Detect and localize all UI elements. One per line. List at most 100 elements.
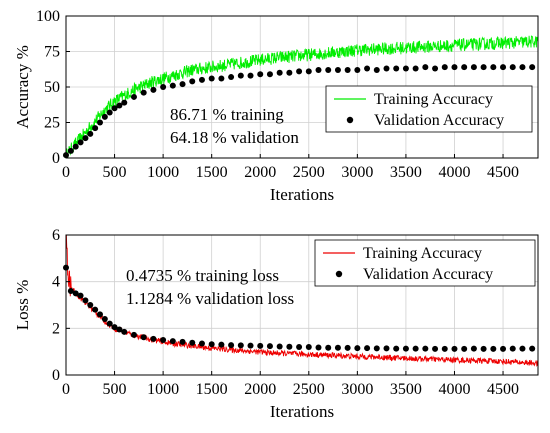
validation-point <box>490 345 497 352</box>
validation-point <box>412 345 419 352</box>
validation-point <box>509 64 516 71</box>
validation-point <box>470 64 477 71</box>
validation-point <box>228 342 235 349</box>
validation-point <box>179 81 186 88</box>
validation-point <box>130 93 137 100</box>
validation-point <box>179 338 186 345</box>
validation-point <box>383 345 390 352</box>
validation-point <box>470 345 477 352</box>
validation-point <box>344 66 351 73</box>
validation-point <box>402 345 409 352</box>
validation-point <box>237 72 244 79</box>
validation-point <box>67 147 74 154</box>
validation-point <box>422 345 429 352</box>
x-tick-label: 3500 <box>390 381 422 398</box>
validation-point <box>101 113 108 120</box>
validation-point <box>315 344 322 351</box>
x-tick-label: 0 <box>62 381 70 398</box>
validation-point <box>441 345 448 352</box>
validation-point <box>373 345 380 352</box>
validation-point <box>111 324 118 331</box>
validation-point <box>228 74 235 81</box>
validation-point <box>150 86 157 93</box>
x-tick-label: 2000 <box>244 164 276 181</box>
validation-point <box>364 65 371 72</box>
x-tick-label: 2500 <box>293 381 325 398</box>
validation-point <box>529 64 536 71</box>
validation-point <box>96 311 103 318</box>
validation-point <box>92 125 99 132</box>
x-tick-label: 1000 <box>147 164 179 181</box>
y-tick-label: 0 <box>52 150 60 167</box>
validation-point <box>296 344 303 350</box>
y-tick-label: 2 <box>52 320 60 337</box>
validation-point <box>529 345 536 352</box>
validation-point <box>441 64 448 71</box>
x-tick-label: 1500 <box>196 164 228 181</box>
validation-point <box>198 340 205 347</box>
validation-point <box>140 89 147 96</box>
y-axis-label: Loss % <box>13 280 32 331</box>
validation-point <box>480 345 487 352</box>
legend-label: Validation Accuracy <box>363 266 493 283</box>
validation-point <box>169 82 176 89</box>
validation-point <box>87 302 94 308</box>
validation-point <box>373 66 380 73</box>
annotation-text: 0.4735 % training loss <box>126 266 279 285</box>
validation-point <box>72 143 79 150</box>
validation-point <box>257 71 264 78</box>
y-tick-label: 50 <box>44 79 60 96</box>
validation-point <box>500 345 507 352</box>
validation-point <box>286 69 293 76</box>
validation-point <box>354 345 361 352</box>
validation-point <box>432 65 439 72</box>
validation-point <box>451 345 458 352</box>
x-axis-label: Iterations <box>270 402 334 421</box>
legend-box <box>325 85 533 133</box>
validation-point <box>140 334 147 341</box>
validation-point <box>92 306 99 313</box>
validation-point <box>101 316 108 322</box>
y-tick-label: 25 <box>44 115 60 132</box>
validation-point <box>77 139 84 146</box>
validation-point <box>305 68 312 75</box>
validation-point <box>334 66 341 73</box>
validation-point <box>160 337 167 343</box>
x-tick-label: 3500 <box>390 164 422 181</box>
validation-point <box>461 345 468 352</box>
legend-swatch-marker <box>335 270 343 278</box>
x-tick-label: 2500 <box>293 164 325 181</box>
validation-point <box>82 297 89 304</box>
y-tick-label: 4 <box>52 274 60 291</box>
legend-label: Training Accuracy <box>374 91 493 108</box>
x-tick-label: 3000 <box>341 164 373 181</box>
validation-point <box>364 345 371 352</box>
x-tick-label: 1500 <box>196 381 228 398</box>
validation-point <box>150 335 157 342</box>
annotation-text: 86.71 % training <box>170 105 284 124</box>
validation-point <box>432 345 439 352</box>
validation-point <box>325 344 332 351</box>
validation-point <box>325 66 332 73</box>
x-axis-label: Iterations <box>270 185 334 204</box>
validation-point <box>422 64 429 71</box>
validation-point <box>276 69 283 76</box>
annotation-text: 64.18 % validation <box>170 128 299 147</box>
legend-label: Training Accuracy <box>363 245 482 262</box>
validation-point <box>383 65 390 72</box>
validation-point <box>451 64 458 71</box>
annotation-text: 1.1284 % validation loss <box>126 289 294 308</box>
validation-point <box>509 345 516 352</box>
y-tick-label: 100 <box>36 8 60 25</box>
validation-point <box>519 345 526 352</box>
validation-point <box>169 338 176 345</box>
x-tick-label: 4000 <box>438 164 470 181</box>
validation-point <box>218 341 225 348</box>
validation-point <box>106 320 113 327</box>
y-tick-label: 0 <box>52 367 60 384</box>
validation-point <box>412 65 419 72</box>
validation-point <box>266 343 273 350</box>
validation-point <box>198 76 205 83</box>
y-axis-label: Accuracy % <box>13 45 32 129</box>
